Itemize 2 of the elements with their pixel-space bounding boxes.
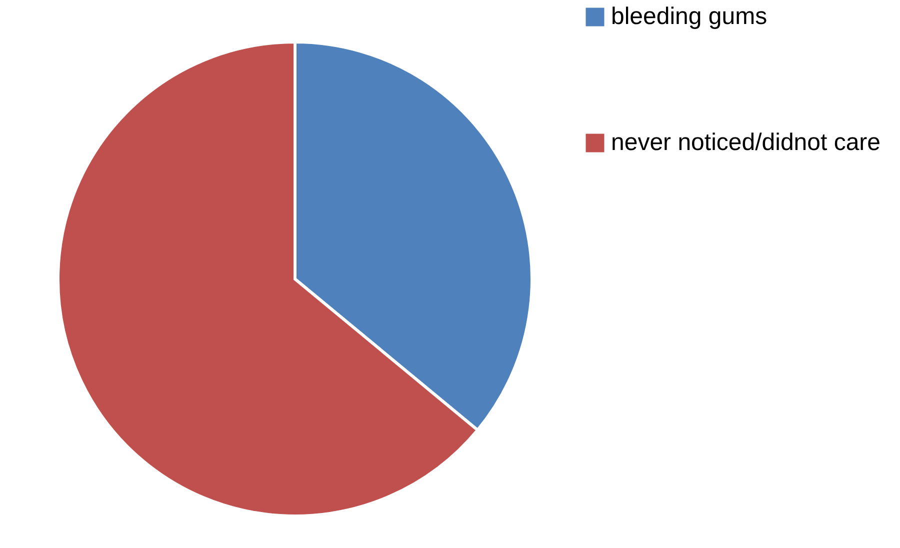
legend-label: bleeding gums xyxy=(611,3,768,30)
legend-label: never noticed/didnot care xyxy=(611,129,881,156)
